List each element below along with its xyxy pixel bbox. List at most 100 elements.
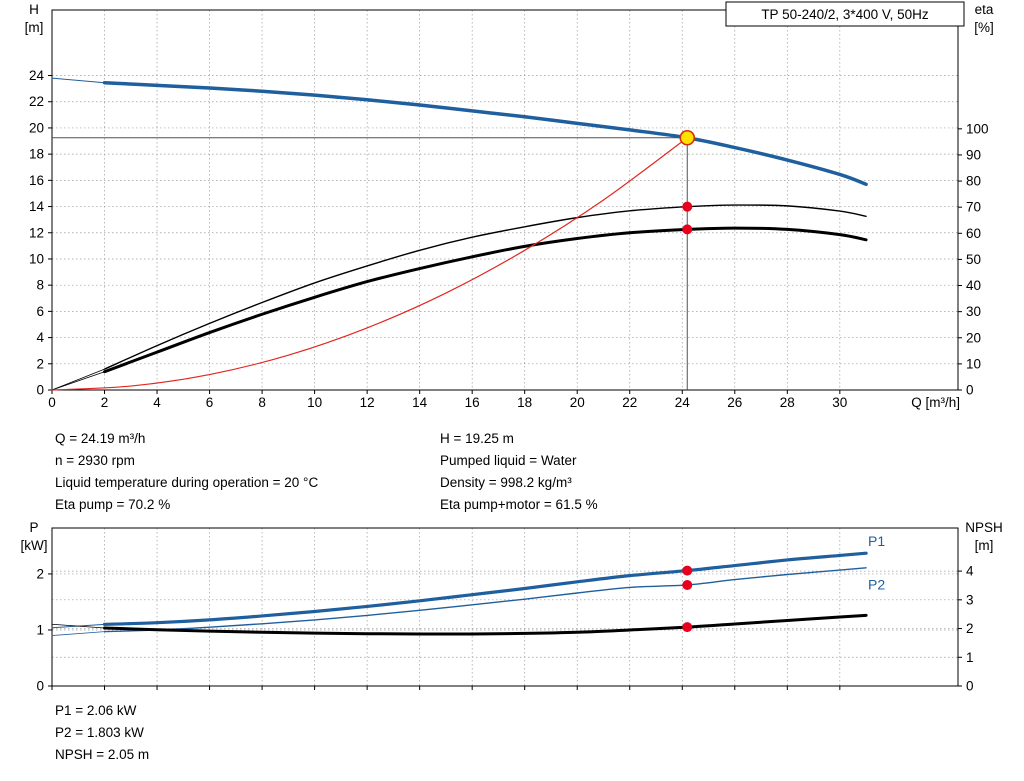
svg-text:12: 12 xyxy=(360,395,375,410)
svg-text:4: 4 xyxy=(966,564,974,579)
axis-titles: H [m] eta [%] Q [m³/h] xyxy=(25,2,994,410)
operating-data-right-column: H = 19.25 m Pumped liquid = Water Densit… xyxy=(440,428,598,516)
P2-label: P2 xyxy=(868,577,885,593)
svg-text:24: 24 xyxy=(29,68,45,83)
svg-text:8: 8 xyxy=(258,395,266,410)
info-q-value: Q = 24.19 m³/h xyxy=(55,431,146,446)
eta-pump-motor-point-marker xyxy=(682,224,693,235)
svg-text:28: 28 xyxy=(780,395,795,410)
svg-text:[kW]: [kW] xyxy=(21,538,48,553)
series-eta-pump-motor-ext xyxy=(51,371,105,391)
series-H-curve-ext xyxy=(51,77,106,84)
svg-text:2: 2 xyxy=(36,566,44,581)
svg-text:20: 20 xyxy=(570,395,585,410)
svg-text:14: 14 xyxy=(29,199,45,214)
svg-text:14: 14 xyxy=(412,395,428,410)
series-P2-ext xyxy=(51,631,105,636)
info-npsh-value: NPSH = 2.05 m xyxy=(55,747,150,762)
svg-text:1: 1 xyxy=(966,650,974,665)
chart-title-box xyxy=(725,1,965,27)
svg-text:100: 100 xyxy=(966,121,989,136)
svg-text:[%]: [%] xyxy=(974,20,994,35)
svg-text:8: 8 xyxy=(36,278,44,293)
svg-text:3: 3 xyxy=(966,592,974,607)
svg-text:90: 90 xyxy=(966,147,981,162)
svg-text:1: 1 xyxy=(36,622,44,637)
info-h-value: H = 19.25 m xyxy=(440,431,514,446)
svg-text:0: 0 xyxy=(36,383,44,398)
info-eta-pump-motor: Eta pump+motor = 61.5 % xyxy=(440,497,598,512)
plot-border xyxy=(51,527,959,687)
series-eta-pump-motor xyxy=(103,226,868,374)
duty-point-marker xyxy=(679,129,696,146)
svg-text:0: 0 xyxy=(966,679,974,694)
svg-text:10: 10 xyxy=(307,395,322,410)
svg-text:0: 0 xyxy=(966,383,974,398)
info-p2-value: P2 = 1.803 kW xyxy=(55,725,144,740)
svg-text:60: 60 xyxy=(966,226,981,241)
series-H-curve xyxy=(102,80,868,187)
svg-text:30: 30 xyxy=(832,395,847,410)
svg-text:20: 20 xyxy=(29,120,44,135)
svg-text:20: 20 xyxy=(966,330,981,345)
svg-text:40: 40 xyxy=(966,278,981,293)
power-npsh-chart: 0 1 2 0 1 2 3 4 P1 P2 P [kW] NPSH [m] xyxy=(21,520,1003,694)
grid xyxy=(52,528,958,686)
series-NPSH-curve xyxy=(103,613,868,636)
power-data-block: P1 = 2.06 kW P2 = 1.803 kW NPSH = 2.05 m xyxy=(55,700,149,766)
svg-text:24: 24 xyxy=(675,395,691,410)
series-NPSH-ext xyxy=(51,623,105,629)
series-system-curve xyxy=(51,137,688,391)
plot-border xyxy=(51,9,959,391)
svg-text:2: 2 xyxy=(966,621,974,636)
qh-eta-chart: 0 2 4 6 8 10 12 14 16 18 20 22 24 26 28 300246810121416… xyxy=(25,1,994,410)
svg-text:30: 30 xyxy=(966,304,981,319)
npsh-point-marker xyxy=(682,622,693,633)
series-P2-curve xyxy=(103,567,867,633)
svg-text:[m]: [m] xyxy=(975,538,994,553)
axis-titles: P [kW] NPSH [m] xyxy=(21,520,1003,553)
axis-tick-labels: 0 2 4 6 8 10 12 14 16 18 20 22 24 26 28 300246810121416… xyxy=(29,68,989,410)
chart-title: TP 50-240/2, 3*400 V, 50Hz xyxy=(761,7,929,22)
series-eta-pump-ext xyxy=(51,368,105,391)
svg-text:18: 18 xyxy=(29,147,44,162)
svg-text:2: 2 xyxy=(36,356,44,371)
svg-text:6: 6 xyxy=(206,395,214,410)
svg-text:22: 22 xyxy=(29,94,44,109)
p1-point-marker xyxy=(682,565,693,576)
svg-text:26: 26 xyxy=(727,395,742,410)
svg-text:50: 50 xyxy=(966,252,981,267)
info-speed-value: n = 2930 rpm xyxy=(55,453,135,468)
eta-pump-point-marker xyxy=(682,201,693,212)
svg-text:H: H xyxy=(29,2,39,17)
svg-text:NPSH: NPSH xyxy=(965,520,1003,535)
axis-ticks xyxy=(48,75,962,394)
svg-text:6: 6 xyxy=(36,304,44,319)
axis-tick-labels: 0 1 2 0 1 2 3 4 xyxy=(36,564,974,694)
svg-text:eta: eta xyxy=(975,2,994,17)
svg-text:16: 16 xyxy=(465,395,480,410)
info-density: Density = 998.2 kg/m³ xyxy=(440,475,572,490)
svg-text:[m]: [m] xyxy=(25,20,44,35)
series-eta-pump xyxy=(103,204,867,370)
svg-text:2: 2 xyxy=(101,395,109,410)
info-eta-pump: Eta pump = 70.2 % xyxy=(55,497,171,512)
series-P1-curve xyxy=(102,551,868,626)
svg-text:12: 12 xyxy=(29,225,44,240)
grid xyxy=(52,10,958,390)
svg-text:4: 4 xyxy=(153,395,161,410)
svg-text:P: P xyxy=(29,520,38,535)
svg-text:10: 10 xyxy=(29,251,44,266)
svg-text:0: 0 xyxy=(36,679,44,694)
svg-text:18: 18 xyxy=(517,395,532,410)
info-p1-value: P1 = 2.06 kW xyxy=(55,703,137,718)
operating-data-left-column: Q = 24.19 m³/h n = 2930 rpm Liquid tempe… xyxy=(55,428,318,516)
svg-text:4: 4 xyxy=(36,330,44,345)
info-liquid-temperature: Liquid temperature during operation = 20… xyxy=(55,475,319,490)
svg-text:70: 70 xyxy=(966,200,981,215)
svg-text:0: 0 xyxy=(48,395,56,410)
info-pumped-liquid: Pumped liquid = Water xyxy=(440,453,577,468)
svg-text:80: 80 xyxy=(966,174,981,189)
P1-label: P1 xyxy=(868,533,885,549)
